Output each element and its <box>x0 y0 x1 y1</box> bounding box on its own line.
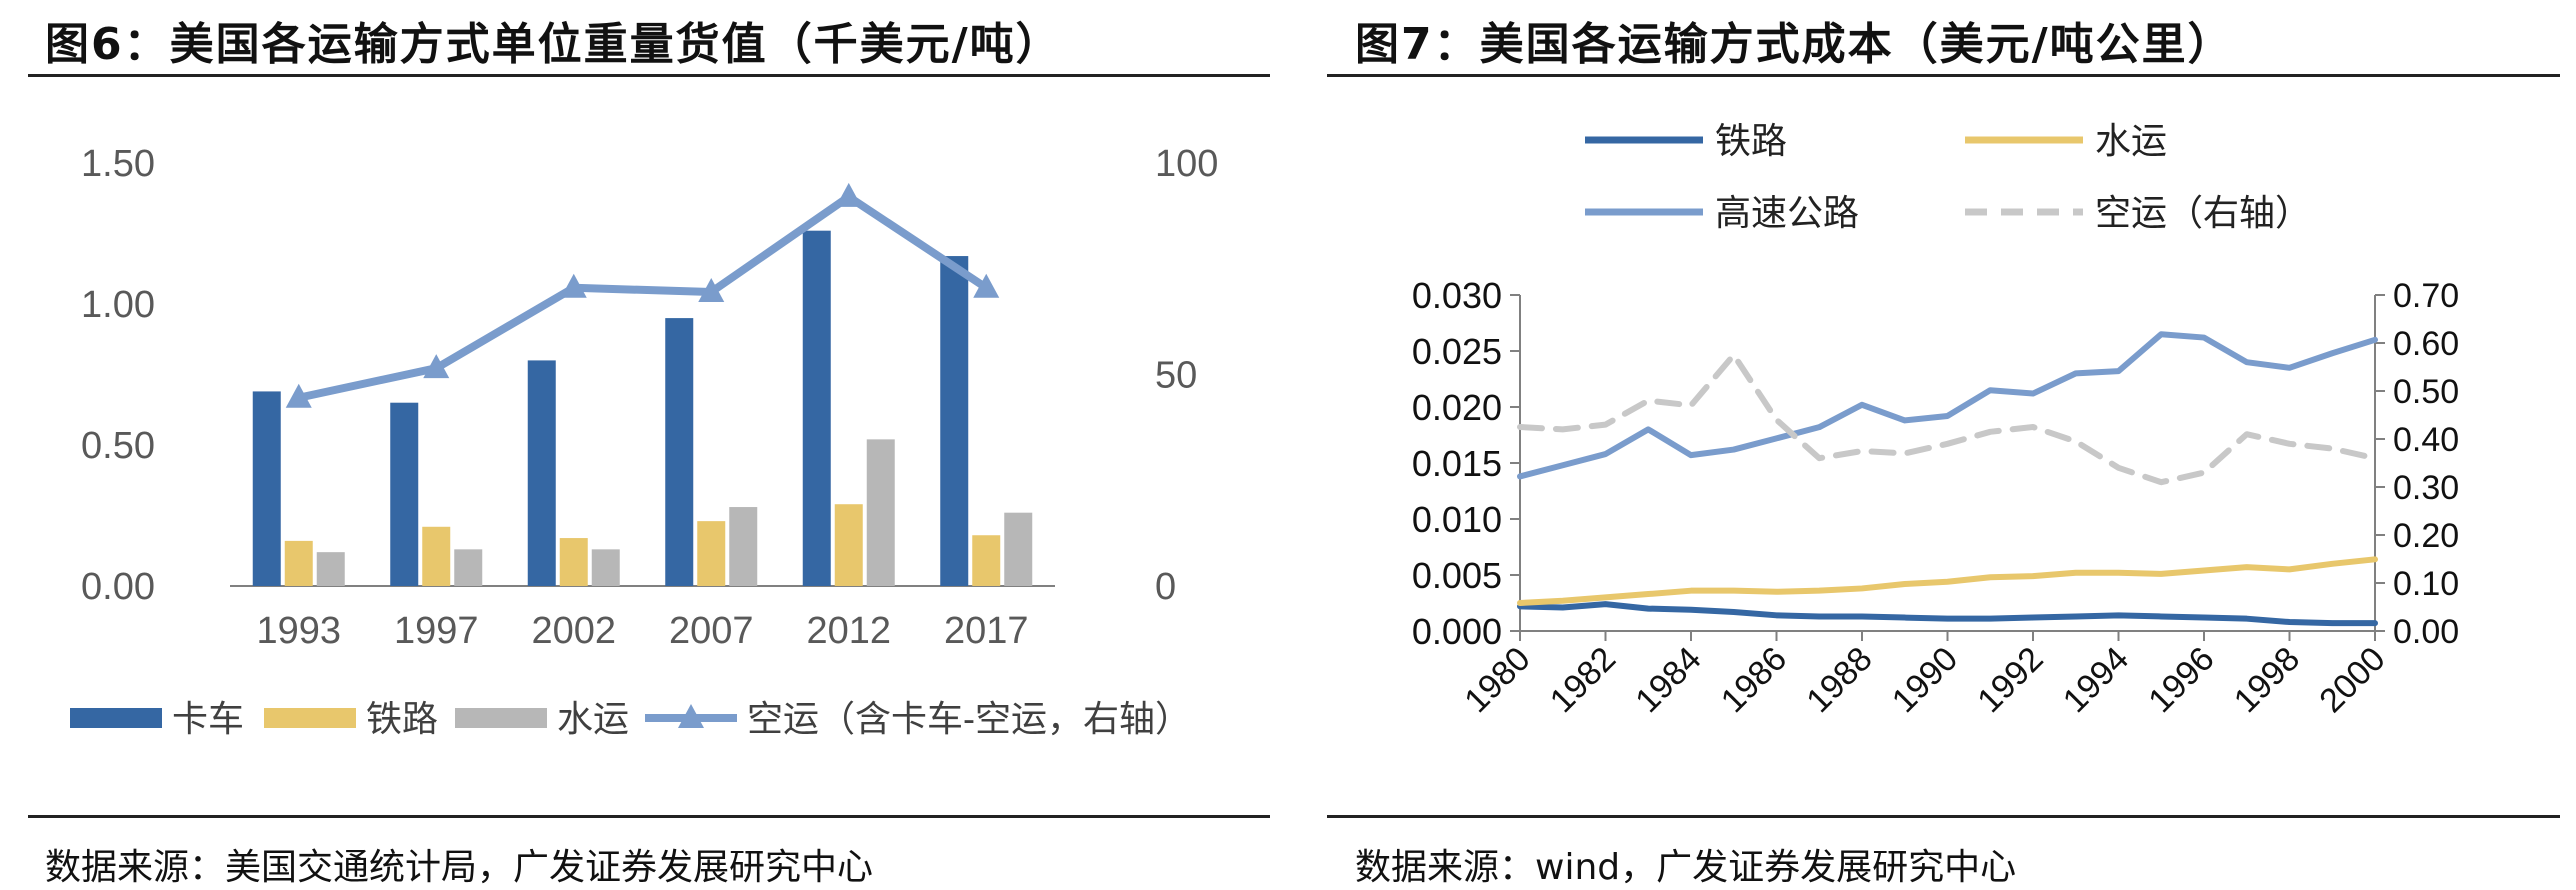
bar-truck <box>527 360 556 586</box>
bar-rail <box>422 526 451 586</box>
air-marker <box>560 273 587 298</box>
bar-rail <box>972 535 1001 586</box>
air-marker <box>285 383 312 408</box>
bar-water <box>591 549 620 586</box>
y-tick-label: 1.50 <box>81 143 155 185</box>
x-tick-label: 1996 <box>2141 640 2221 720</box>
x-tick-label: 1998 <box>2227 640 2307 720</box>
line-highway <box>1517 331 2378 480</box>
x-tick-label: 1992 <box>1970 640 2050 720</box>
x-tick-label: 2000 <box>2312 640 2392 720</box>
right-figure-title: 图7：美国各运输方式成本（美元/吨公里） <box>1355 19 2234 70</box>
legend-label-highway: 高速公路 <box>1715 192 1859 233</box>
legend-label-rail: 铁路 <box>1715 120 1787 161</box>
x-tick-label: 1982 <box>1543 640 1623 720</box>
air-marker <box>835 182 862 207</box>
line-air <box>297 192 989 402</box>
x-tick-label: 2007 <box>669 610 754 652</box>
bar-truck <box>390 402 419 586</box>
right-source-rule <box>1327 815 2560 818</box>
legend-label-water: 水运 <box>2095 120 2167 161</box>
legend-label-water: 水运 <box>557 698 629 739</box>
left-source-note: 数据来源：美国交通统计局，广发证券发展研究中心 <box>45 847 874 888</box>
bar-water <box>316 552 345 586</box>
bar-truck <box>802 230 831 586</box>
bar-truck <box>252 391 281 586</box>
bar-rail <box>559 538 588 586</box>
y-tick-label: 0.015 <box>1412 443 1502 484</box>
x-tick-label: 1984 <box>1628 640 1708 720</box>
legend-label-air: 空运（右轴） <box>2095 192 2311 233</box>
bar-truck <box>665 318 694 586</box>
bar-water <box>866 439 895 586</box>
x-tick-label: 1994 <box>2056 640 2136 720</box>
line-chart-transport-cost: 0.000 0.005 0.010 0.015 0.020 0.025 0.030 0.00 0… <box>1412 120 2459 720</box>
y2-tick-label: 0.00 <box>2393 613 2459 651</box>
y-tick-label: 0.000 <box>1412 611 1502 652</box>
right-source-note: 数据来源：wind，广发证券发展研究中心 <box>1355 847 2017 888</box>
y2-tick-label: 0.70 <box>2393 277 2459 315</box>
y2-tick-label: 0.40 <box>2393 421 2459 459</box>
y2-tick-label: 0.10 <box>2393 565 2459 603</box>
legend-swatch-truck <box>70 708 162 728</box>
legend-swatch-water <box>455 708 547 728</box>
bar-water <box>729 507 758 586</box>
x-tick-label: 1986 <box>1714 640 1794 720</box>
y2-tick-label: 0.30 <box>2393 469 2459 507</box>
line-rail <box>1517 601 2378 627</box>
bar-water <box>1004 512 1033 586</box>
bar-chart-unit-value: 0.00 0.50 1.00 1.50 0 50 100 1993 1997 2002 2007 20… <box>70 143 1218 739</box>
y2-tick-label: 0.60 <box>2393 325 2459 363</box>
left-figure-title: 图6：美国各运输方式单位重量货值（千美元/吨） <box>45 19 1062 70</box>
y2-tick-label: 0.20 <box>2393 517 2459 555</box>
y-tick-label: 0.020 <box>1412 387 1502 428</box>
legend-swatch-rail <box>264 708 356 728</box>
bar-rail <box>697 521 726 586</box>
right-chart-panel: 图7：美国各运输方式成本（美元/吨公里） 0.000 0.005 0.010 0.01… <box>1325 0 2576 888</box>
y-tick-label: 0.50 <box>81 425 155 467</box>
x-tick-label: 2012 <box>806 610 891 652</box>
left-source-rule <box>28 815 1270 818</box>
y-tick-label: 0.005 <box>1412 555 1502 596</box>
y2-tick-label: 0 <box>1155 566 1176 608</box>
y2-tick-label: 100 <box>1155 143 1218 185</box>
y-tick-label: 0.025 <box>1412 331 1502 372</box>
x-tick-label: 1988 <box>1799 640 1879 720</box>
x-tick-label: 1990 <box>1885 640 1965 720</box>
y-tick-label: 0.00 <box>81 566 155 608</box>
air-marker <box>423 354 450 379</box>
x-tick-label: 1993 <box>256 610 341 652</box>
x-tick-label: 2002 <box>531 610 616 652</box>
bar-water <box>454 549 483 586</box>
left-chart-panel: 图6：美国各运输方式单位重量货值（千美元/吨） 0.00 0.50 1.00 1.50… <box>0 0 1270 888</box>
line-air <box>1517 352 2378 486</box>
y-tick-label: 1.00 <box>81 284 155 326</box>
bar-rail <box>284 540 313 586</box>
legend-label-rail: 铁路 <box>366 698 438 739</box>
y2-tick-label: 0.50 <box>2393 373 2459 411</box>
legend-label-air: 空运（含卡车-空运，右轴） <box>747 698 1191 739</box>
bar-truck <box>940 256 969 586</box>
y-tick-label: 0.030 <box>1412 275 1502 316</box>
y-tick-label: 0.010 <box>1412 499 1502 540</box>
right-title-rule <box>1327 74 2560 77</box>
air-marker <box>698 278 725 303</box>
line-water <box>1517 556 2378 606</box>
bar-rail <box>834 504 863 586</box>
legend-label-truck: 卡车 <box>172 698 244 739</box>
left-title-rule <box>28 74 1270 77</box>
x-tick-label: 2017 <box>944 610 1029 652</box>
legend-marker-air <box>678 704 704 728</box>
y2-tick-label: 50 <box>1155 355 1197 397</box>
air-marker <box>973 273 1000 298</box>
x-tick-label: 1997 <box>394 610 479 652</box>
